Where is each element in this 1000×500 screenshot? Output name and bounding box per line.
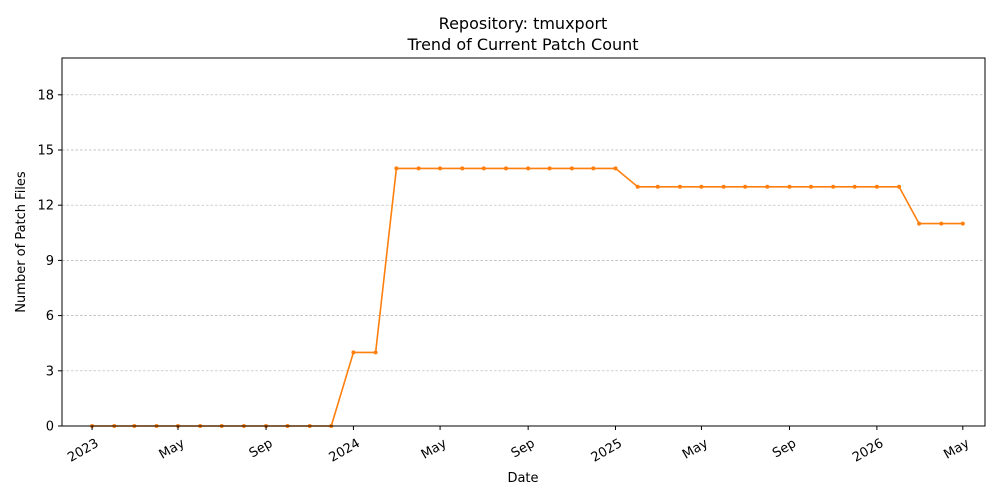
data-point [460, 166, 465, 171]
data-point [591, 166, 596, 171]
data-point [677, 184, 682, 189]
series-layer [90, 166, 965, 428]
y-axis-label: Number of Patch Files [14, 171, 29, 313]
y-axis: 0 3 6 9 12 15 18 [37, 88, 62, 435]
y-tick-label: 6 [46, 309, 54, 324]
data-point [699, 184, 704, 189]
data-point [831, 184, 836, 189]
data-point [547, 166, 552, 171]
data-point [765, 184, 770, 189]
y-tick-label: 12 [37, 199, 54, 214]
data-point [874, 184, 879, 189]
series-line [92, 167, 963, 427]
x-tick-label: May [941, 436, 972, 463]
data-point [917, 221, 922, 226]
y-tick-label: 3 [46, 364, 54, 379]
data-point [569, 166, 574, 171]
y-tick-label: 18 [37, 88, 54, 103]
x-axis-label: Date [507, 471, 538, 486]
y-tick-label: 15 [37, 144, 54, 159]
data-point [743, 184, 748, 189]
x-tick-label: Sep [247, 436, 276, 461]
data-point [787, 184, 792, 189]
data-point [897, 184, 902, 189]
data-point [481, 166, 486, 171]
data-point [960, 221, 965, 226]
data-point [351, 350, 356, 355]
data-point [613, 166, 618, 171]
x-tick-label: 2025 [589, 436, 625, 466]
x-tick-label: Sep [770, 436, 799, 461]
data-point [721, 184, 726, 189]
x-tick-label: 2024 [327, 436, 363, 466]
data-point [939, 221, 944, 226]
data-point [808, 184, 813, 189]
chart-title-line1: Repository: tmuxport [439, 14, 608, 33]
x-tick-label: 2026 [850, 436, 886, 466]
x-tick-label: 2023 [65, 436, 101, 466]
y-tick-label: 0 [46, 420, 54, 435]
x-tick-label: May [157, 436, 188, 463]
data-point [655, 184, 660, 189]
data-point [416, 166, 421, 171]
chart-title-line2: Trend of Current Patch Count [406, 35, 638, 54]
grid-lines [62, 94, 985, 372]
data-point [526, 166, 531, 171]
data-point [394, 166, 399, 171]
y-tick-label: 9 [46, 254, 54, 269]
data-point [635, 184, 640, 189]
x-tick-label: May [419, 436, 450, 463]
x-tick-label: Sep [509, 436, 538, 461]
data-point [852, 184, 857, 189]
x-tick-label: May [680, 436, 711, 463]
data-point [373, 350, 378, 355]
data-point [503, 166, 508, 171]
plot-frame [61, 57, 986, 427]
data-point [438, 166, 443, 171]
x-axis: 2023 May Sep 2024 May Sep 2025 May Sep 2026 May [65, 426, 972, 466]
